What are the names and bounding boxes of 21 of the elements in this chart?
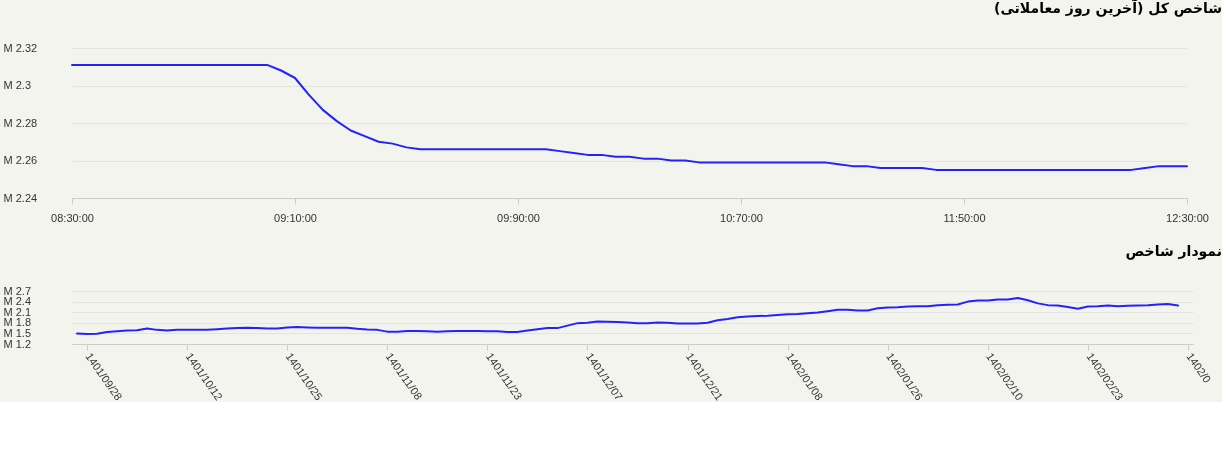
y-tick-label: 2.32 M bbox=[3, 41, 38, 54]
y-tick-label: 2.26 M bbox=[3, 154, 38, 166]
y-tick-label: 2.1 M bbox=[3, 305, 32, 318]
line-series bbox=[71, 63, 1188, 171]
chart-title: نمودار شاخص bbox=[1125, 243, 1222, 260]
y-tick-label: 1.2 M bbox=[3, 337, 32, 350]
y-tick-label: 1.5 M bbox=[3, 326, 32, 339]
y-tick-label: 2.3 M bbox=[3, 79, 32, 91]
y-tick-label: 2.7 M bbox=[3, 284, 32, 297]
y-tick-label: 2.28 M bbox=[3, 116, 38, 129]
x-tick-label: 09:90:00 bbox=[497, 211, 540, 224]
y-tick-label: 2.24 M bbox=[3, 191, 38, 204]
x-tick-label: 09:10:00 bbox=[274, 211, 317, 224]
x-tick-label: 11:50:00 bbox=[943, 211, 986, 224]
x-tick-label: 12:30:00 bbox=[1166, 211, 1209, 224]
x-tick-label: 10:70:00 bbox=[720, 211, 763, 224]
line-series bbox=[76, 297, 1179, 336]
x-tick-label: 08:30:00 bbox=[51, 211, 94, 224]
y-tick-label: 1.8 M bbox=[3, 316, 32, 329]
chart-title: شاخص کل (آخرین روز معاملاتی) bbox=[994, 0, 1222, 17]
y-tick-label: 2.4 M bbox=[3, 295, 32, 308]
